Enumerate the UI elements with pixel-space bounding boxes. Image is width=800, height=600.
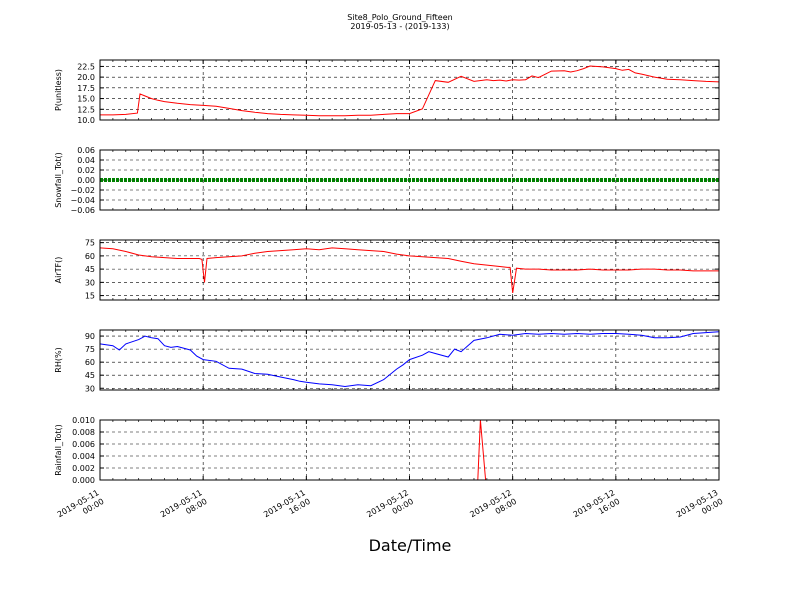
subplot-1: 10.0 12.515.0 17.5 20.0 22.5 P(unitless)	[54, 59, 720, 125]
subplot-5: 0.000 0.002 0.004 0.006 0.008 0.010 Rainfall_T…	[54, 416, 720, 485]
y-tick-label: 45	[85, 265, 95, 274]
figure-subtitle: 2019-05-13 - (2019-133)	[350, 22, 449, 31]
axes-frame	[99, 59, 720, 121]
y-axis-label: AirTF()	[54, 257, 63, 284]
y-tick-label: 10.0	[77, 116, 95, 125]
y-tick-label: 45	[85, 371, 95, 380]
axes-frame	[99, 239, 720, 301]
y-tick-label: 75	[85, 345, 95, 354]
y-tick-label: 90	[85, 332, 95, 341]
y-tick-label: 0.008	[72, 428, 95, 437]
subplot-4: 30 45 60 75 90 RH(%)	[54, 329, 720, 393]
y-tick-label: 0.010	[72, 416, 95, 425]
y-tick-label: 22.5	[77, 62, 95, 71]
y-axis-label: RH(%)	[54, 347, 63, 372]
y-tick-label: 60	[85, 252, 95, 261]
axes-frame	[99, 329, 720, 391]
subplots: 10.0 12.515.0 17.5 20.0 22.5 P(unitless) −0.06…	[54, 59, 720, 485]
y-tick-label: 30	[85, 384, 95, 393]
y-tick-label: 0.004	[72, 452, 95, 461]
y-tick-label: 30	[85, 278, 95, 287]
y-tick-label: 17.5	[77, 84, 95, 93]
y-tick-label: 0.00	[77, 176, 95, 185]
y-axis-label: Snowfall_Tot()	[54, 152, 63, 208]
subplot-2: −0.06−0.04−0.020.000.020.040.06 Snowfall_…	[54, 146, 720, 215]
y-tick-label: 20.0	[77, 73, 95, 82]
subplot-3: 15 30 45 60 75 AirTF()	[54, 239, 720, 301]
y-tick-label: 0.002	[72, 464, 95, 473]
y-tick-label: 75	[85, 239, 95, 248]
x-axis-label: Date/Time	[369, 536, 452, 555]
y-tick-label: 0.06	[77, 146, 95, 155]
y-tick-label: 15	[85, 292, 95, 301]
y-tick-label: 0.006	[72, 440, 95, 449]
y-tick-label: −0.02	[70, 186, 95, 195]
figure-title: Site8_Polo_Ground_Fifteen	[347, 13, 452, 22]
y-tick-label: −0.04	[70, 196, 95, 205]
axes-frame	[99, 149, 720, 211]
y-tick-label: −0.06	[70, 206, 95, 215]
y-tick-label: 60	[85, 358, 95, 367]
y-tick-label: 0.02	[77, 166, 95, 175]
y-tick-label: 0.000	[72, 476, 95, 485]
y-axis-label: Rainfall_Tot()	[54, 424, 63, 476]
axes-frame	[99, 419, 720, 481]
y-axis-label: P(unitless)	[54, 69, 63, 111]
series-line	[99, 331, 720, 388]
series-line	[99, 247, 719, 293]
series-line	[100, 65, 720, 117]
y-tick-label: 12.5	[77, 105, 95, 114]
y-tick-label: 0.04	[77, 156, 95, 165]
y-tick-label: 15.0	[77, 95, 95, 104]
